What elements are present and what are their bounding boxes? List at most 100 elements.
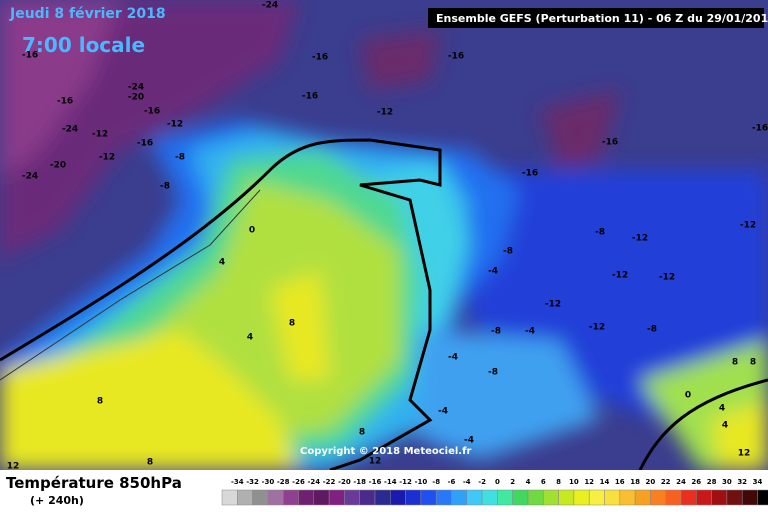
color-swatch [298,489,315,506]
scale-label: 10 [569,478,579,486]
contour-label: -8 [503,247,513,257]
contour-label: -16 [522,169,538,179]
scale-label: -6 [448,478,456,486]
scale-label: 34 [753,478,763,486]
contour-label: 8 [97,397,103,407]
color-swatch [696,489,712,506]
scale-label: -34 [231,478,244,486]
color-swatch [405,489,422,506]
color-swatch [390,489,406,506]
scale-label: -20 [338,478,351,486]
contour-label: -16 [137,139,153,149]
scale-label: 30 [722,478,732,486]
scale-label: -18 [353,478,366,486]
contour-label: -16 [448,52,464,62]
contour-label: -12 [659,273,675,283]
contour-label: -4 [448,353,458,363]
scale-label: -10 [415,478,428,486]
color-swatch [619,489,636,506]
color-swatch [435,489,452,506]
date: Jeudi 8 février 2018 [9,6,166,22]
color-swatch [420,489,437,506]
color-swatch [558,489,575,506]
scale-label: 4 [526,478,531,486]
scale-label: 8 [556,478,561,486]
color-swatch [466,489,483,506]
contour-label: 0 [685,391,691,401]
contour-label: -8 [160,182,170,192]
contour-label: -24 [128,83,144,93]
contour-label: -16 [302,92,318,102]
contour-label: -24 [62,125,78,135]
contour-label: -12 [612,271,628,281]
color-swatch [282,489,299,506]
scale-label: 20 [646,478,656,486]
scale-label: -16 [369,478,382,486]
scale-label: 26 [691,478,701,486]
time: 7:00 locale [22,33,145,57]
contour-label: -16 [312,53,328,63]
legend-title: Température 850hPa [6,474,182,492]
color-swatch [757,489,768,506]
color-swatch [328,489,345,506]
color-swatch [726,489,743,506]
lead-time: (+ 240h) [30,494,84,507]
scale-label: 0 [495,478,500,486]
contour-label: -12 [99,153,115,163]
copyright: Copyright © 2018 Meteociel.fr [300,446,471,457]
contour-label: -16 [752,124,768,134]
scale-label: 2 [510,478,515,486]
color-swatch [711,489,728,506]
contour-label: 12 [369,457,382,467]
scale-label: -8 [432,478,440,486]
color-swatch [451,489,468,506]
color-scale: -34 -32 -30 -28 -26 -24 -22 -20 -18 -16 -14 -12 -10-… [221,478,768,506]
contour-label: 8 [359,428,365,438]
contour-label: -24 [262,1,278,11]
scale-label: 22 [661,478,671,486]
color-swatch [512,489,529,506]
color-swatch [588,489,605,506]
scale-label: 32 [737,478,747,486]
scale-label: -22 [323,478,336,486]
contour-label: 8 [750,358,756,368]
run-banner [428,8,764,28]
scale-label: 14 [600,478,610,486]
contour-label: -12 [545,300,561,310]
contour-label: -12 [589,323,605,333]
contour-label: -8 [595,228,605,238]
color-swatch [650,489,666,506]
contour-label: -8 [175,153,185,163]
color-swatch [221,489,238,506]
scale-label: -12 [399,478,412,486]
scale-label: 28 [707,478,717,486]
color-swatch [527,489,544,506]
contour-label: 4 [219,258,225,268]
color-swatch [359,489,376,506]
scale-label: -4 [463,478,471,486]
color-swatch [634,489,651,506]
scale-label: 6 [541,478,546,486]
contour-label: -20 [128,93,144,103]
contour-label: 4 [722,421,728,431]
scale-label: -2 [478,478,486,486]
color-swatch [252,489,269,506]
contour-label: 8 [732,358,738,368]
contour-label: 4 [719,404,725,414]
color-swatch [374,489,391,506]
contour-label: -20 [50,161,66,171]
contour-label: -4 [525,327,535,337]
contour-label: -8 [488,368,498,378]
color-swatch [344,489,360,506]
scale-label: -30 [262,478,275,486]
scale-label: 12 [584,478,594,486]
scale-label: 24 [676,478,686,486]
contour-label: 12 [738,449,751,459]
contour-label: -16 [22,51,38,61]
contour-label: 0 [249,226,255,236]
contour-label: -16 [57,97,73,107]
scale-label: -26 [292,478,305,486]
color-swatch [604,489,621,506]
temperature-field [0,0,768,472]
